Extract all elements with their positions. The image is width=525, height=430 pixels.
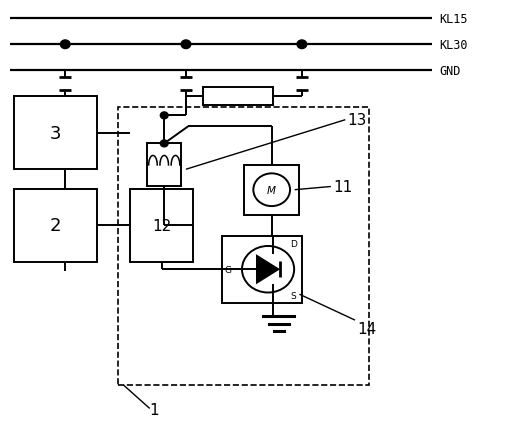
- Circle shape: [242, 246, 294, 293]
- Text: 11: 11: [333, 180, 352, 194]
- Text: KL15: KL15: [439, 13, 468, 26]
- Bar: [244, 166, 299, 215]
- Text: 14: 14: [358, 322, 376, 336]
- Bar: [148, 144, 181, 187]
- Bar: [15, 97, 97, 170]
- Text: 13: 13: [348, 113, 367, 128]
- Text: M: M: [267, 185, 276, 195]
- Circle shape: [160, 113, 168, 120]
- Text: 1: 1: [150, 402, 160, 417]
- Text: 2: 2: [50, 217, 61, 235]
- Bar: [118, 108, 370, 385]
- Bar: [15, 189, 97, 262]
- Circle shape: [60, 41, 70, 49]
- Bar: [203, 88, 273, 105]
- Bar: [222, 237, 302, 303]
- Text: S: S: [290, 291, 296, 300]
- Text: 3: 3: [50, 124, 61, 142]
- Text: 12: 12: [152, 218, 172, 233]
- Circle shape: [297, 41, 307, 49]
- Bar: [130, 189, 193, 262]
- Polygon shape: [256, 255, 280, 285]
- Text: D: D: [290, 240, 297, 249]
- Text: GND: GND: [439, 64, 461, 77]
- Circle shape: [181, 41, 191, 49]
- Circle shape: [254, 174, 290, 206]
- Text: KL30: KL30: [439, 39, 468, 52]
- Circle shape: [160, 141, 168, 147]
- Text: G: G: [225, 265, 232, 274]
